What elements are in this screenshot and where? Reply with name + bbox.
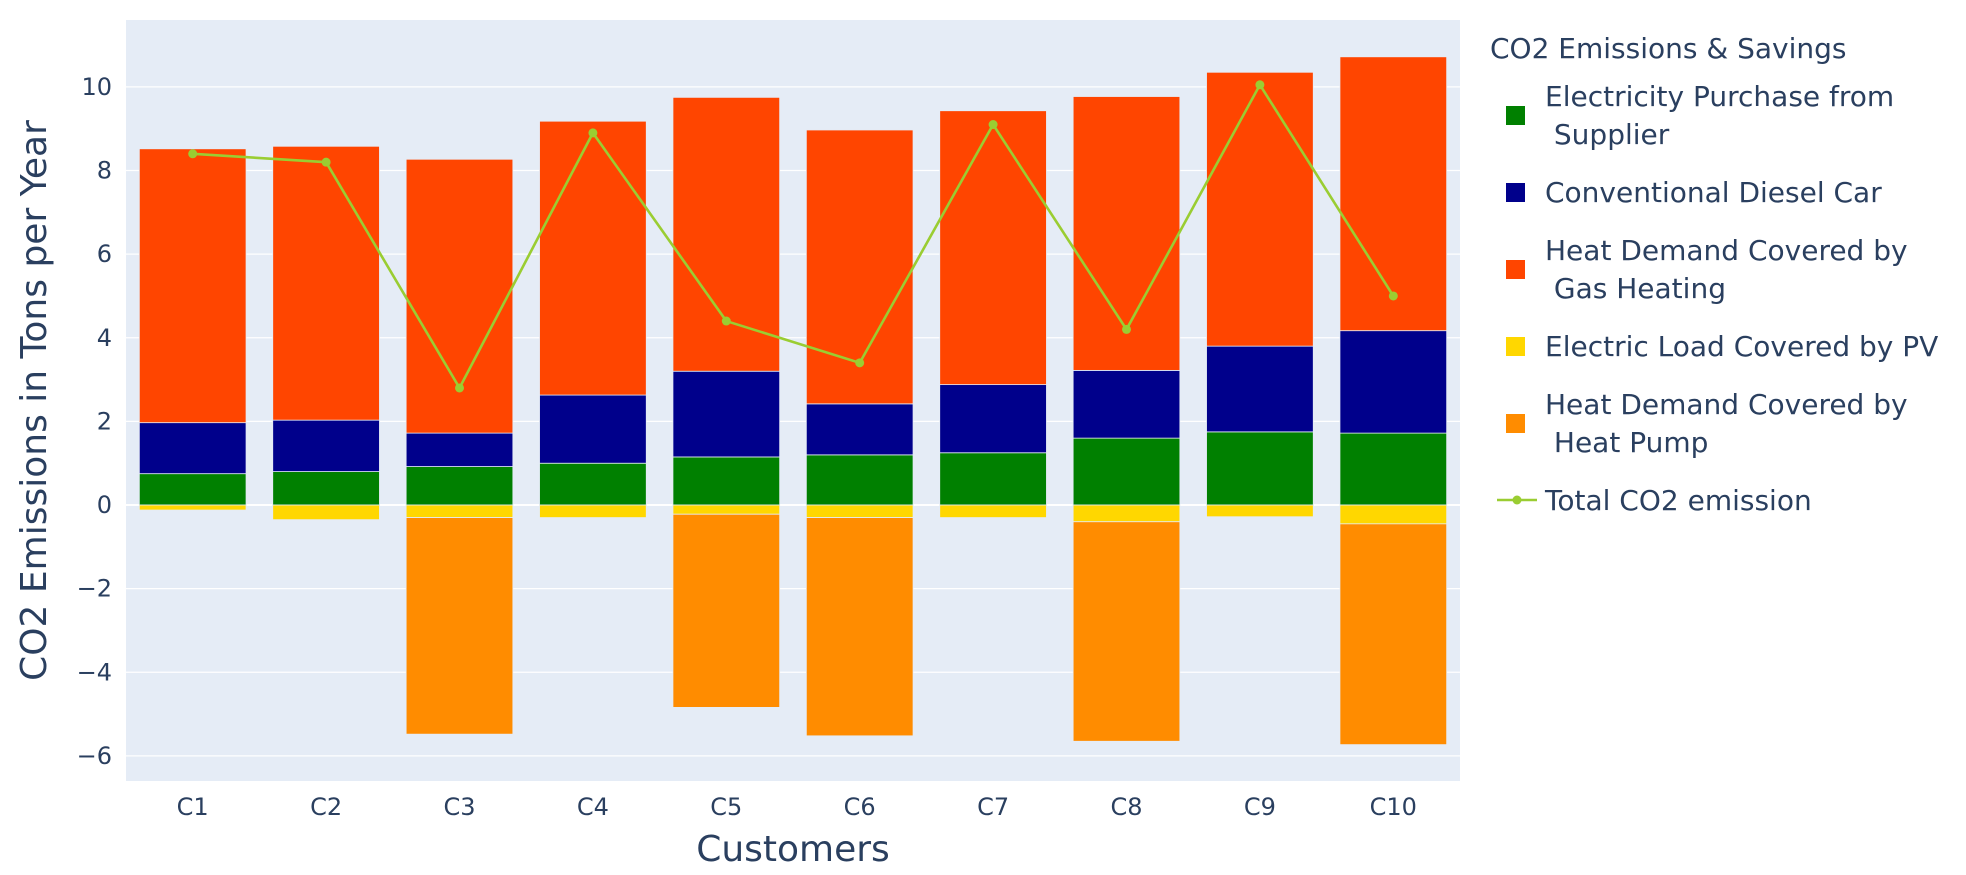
y-tick-labels: −6 −4 −2 0 2 4 6 8 10	[77, 73, 112, 770]
y-tick-label: −4	[77, 658, 112, 686]
bar	[1206, 431, 1314, 506]
bar	[939, 504, 1047, 518]
x-tick-label: C3	[443, 793, 475, 821]
bar	[405, 432, 514, 467]
bar	[1339, 432, 1448, 506]
bar	[272, 471, 380, 506]
bar	[805, 517, 914, 737]
legend-swatch	[1506, 414, 1525, 433]
y-tick-label: −6	[77, 742, 112, 770]
y-tick-label: 4	[97, 324, 112, 352]
x-tick-label: C1	[177, 793, 209, 821]
bar	[672, 504, 781, 515]
x-tick-label: C9	[1244, 793, 1276, 821]
bar	[1206, 71, 1314, 347]
line-point	[1122, 324, 1131, 334]
bar	[672, 370, 781, 458]
legend-swatch	[1506, 260, 1525, 279]
bars	[138, 56, 1448, 746]
legend-label: Total CO2 emission	[1544, 484, 1812, 517]
legend-label: Heat Demand Covered by Heat Pump	[1545, 388, 1908, 459]
bar	[272, 145, 380, 421]
bar	[1206, 345, 1314, 433]
line-point	[1388, 291, 1398, 301]
line-point	[1255, 80, 1265, 90]
x-tick-label: C8	[1110, 793, 1142, 821]
x-axis-title: Customers	[696, 829, 890, 870]
bar	[138, 473, 247, 506]
bar	[138, 504, 247, 511]
legend-swatch	[1506, 183, 1525, 202]
bar	[805, 504, 914, 518]
bar	[1072, 369, 1181, 439]
legend-line-marker	[1512, 495, 1522, 505]
y-tick-label: 6	[97, 240, 112, 268]
total-line-path	[192, 82, 1395, 391]
bar	[539, 504, 647, 518]
bar	[1339, 330, 1448, 434]
line-point	[455, 383, 464, 393]
bar	[805, 454, 914, 506]
bar	[138, 422, 247, 475]
legend-label: Heat Demand Covered by Gas Heating	[1545, 234, 1908, 305]
legend-label: Electric Load Covered by PV	[1545, 330, 1938, 363]
x-tick-label: C6	[844, 793, 876, 821]
bar	[939, 452, 1047, 506]
bar	[939, 384, 1047, 454]
bar	[539, 394, 647, 464]
bar	[672, 96, 781, 372]
bar	[939, 110, 1047, 386]
y-tick-label: 8	[97, 157, 112, 185]
bar	[672, 456, 781, 506]
legend-label: Conventional Diesel Car	[1545, 176, 1882, 209]
legend-swatch	[1506, 106, 1525, 125]
bar	[1072, 504, 1181, 523]
bar	[539, 462, 647, 506]
x-tick-label: C5	[710, 793, 742, 821]
bar	[1339, 504, 1448, 525]
x-tick-label: C7	[977, 793, 1009, 821]
legend-title: CO2 Emissions & Savings	[1490, 32, 1847, 65]
bar	[138, 148, 247, 424]
y-axis-title: CO2 Emissions in Tons per Year	[14, 120, 55, 681]
total-line	[188, 80, 1398, 393]
x-tick-label: C10	[1370, 793, 1417, 821]
x-tick-label: C4	[577, 793, 609, 821]
bar	[405, 504, 514, 518]
y-tick-label: 0	[97, 491, 112, 519]
bar	[1339, 523, 1448, 746]
bar	[405, 466, 514, 506]
line-point	[188, 149, 198, 159]
bar	[1072, 437, 1181, 506]
y-tick-label: −2	[77, 575, 112, 603]
bar	[672, 513, 781, 708]
bar	[405, 517, 514, 735]
line-point	[721, 316, 731, 326]
line-point	[855, 358, 865, 368]
bar	[1206, 504, 1314, 518]
bar	[805, 129, 914, 405]
line-point	[588, 128, 598, 138]
bar	[1072, 521, 1181, 742]
line-point	[321, 157, 331, 167]
x-tick-labels: C1 C2 C3 C4 C5 C6 C7 C8 C9 C10	[177, 793, 1417, 821]
bar	[1339, 56, 1448, 332]
legend: CO2 Emissions & Savings Electricity Purc…	[1490, 32, 1938, 517]
legend-label: Electricity Purchase from Supplier	[1545, 80, 1894, 151]
bar	[272, 504, 380, 521]
legend-swatch	[1506, 337, 1525, 356]
line-point	[988, 120, 998, 130]
bar	[805, 403, 914, 456]
bar	[539, 120, 647, 396]
bar	[272, 419, 380, 472]
x-tick-label: C2	[310, 793, 342, 821]
y-tick-label: 2	[97, 407, 112, 435]
y-tick-label: 10	[81, 73, 112, 101]
